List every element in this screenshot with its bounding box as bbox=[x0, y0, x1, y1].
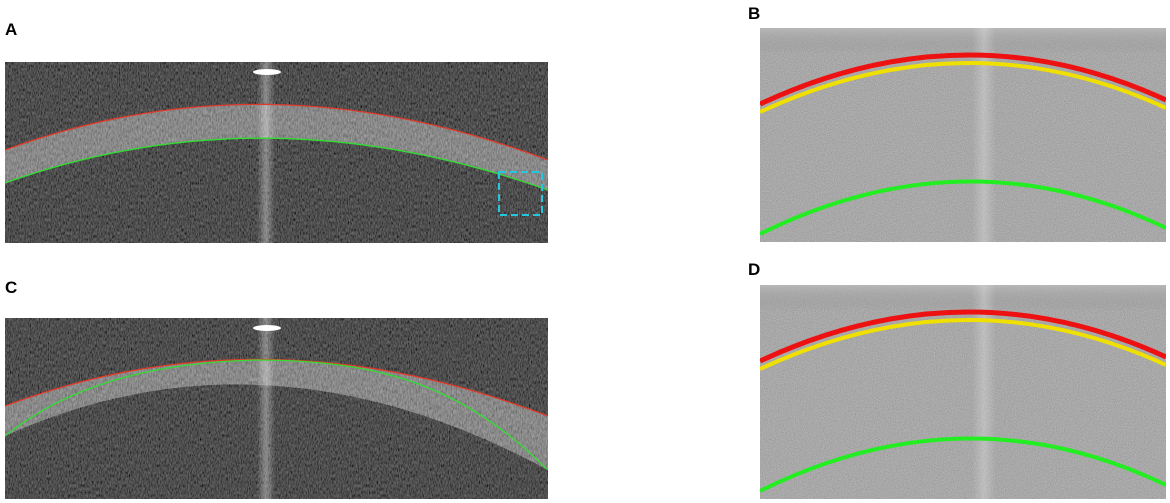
green-boundary-curve bbox=[760, 436, 1166, 493]
red-boundary-curve bbox=[760, 309, 1166, 364]
panel-label-c: C bbox=[5, 278, 18, 297]
panel-label-b: B bbox=[748, 4, 761, 23]
specular-beam bbox=[257, 62, 275, 243]
oct-panel-b bbox=[760, 28, 1166, 242]
yellow-boundary-curve bbox=[760, 318, 1166, 371]
panel-label-d: D bbox=[748, 260, 761, 279]
red-boundary-curve bbox=[5, 358, 548, 417]
red-boundary-curve bbox=[5, 103, 548, 161]
oct-panel-d bbox=[760, 285, 1166, 499]
oct-panel-a bbox=[5, 62, 548, 243]
green-boundary-curve bbox=[760, 179, 1166, 236]
green-boundary-curve bbox=[5, 359, 548, 471]
green-boundary-curve bbox=[5, 137, 548, 191]
yellow-boundary-curve bbox=[760, 61, 1166, 114]
panel-label-a: A bbox=[5, 20, 18, 39]
red-boundary-curve bbox=[760, 52, 1166, 107]
oct-panel-c bbox=[5, 318, 548, 499]
specular-beam bbox=[257, 318, 275, 499]
